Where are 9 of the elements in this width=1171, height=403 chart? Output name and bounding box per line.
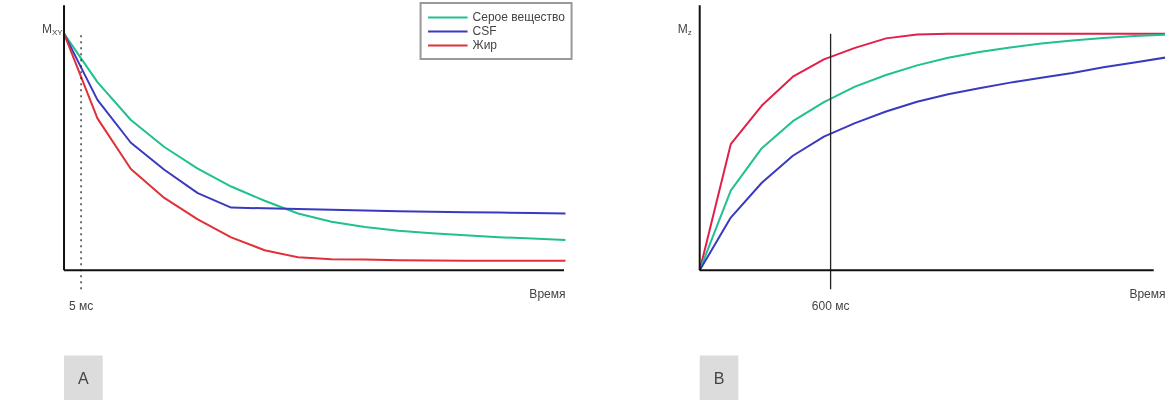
x-axis-title: Время (529, 286, 566, 301)
legend-label: Серое вещество (472, 10, 565, 24)
text: B (713, 369, 725, 387)
legend-label: Жир (472, 38, 498, 52)
legend-label: CSF (472, 24, 497, 38)
text: A (78, 369, 90, 387)
text: 600 мс (811, 298, 850, 313)
x-axis-title: Время (1129, 286, 1166, 301)
text: 5 мс (68, 298, 94, 313)
